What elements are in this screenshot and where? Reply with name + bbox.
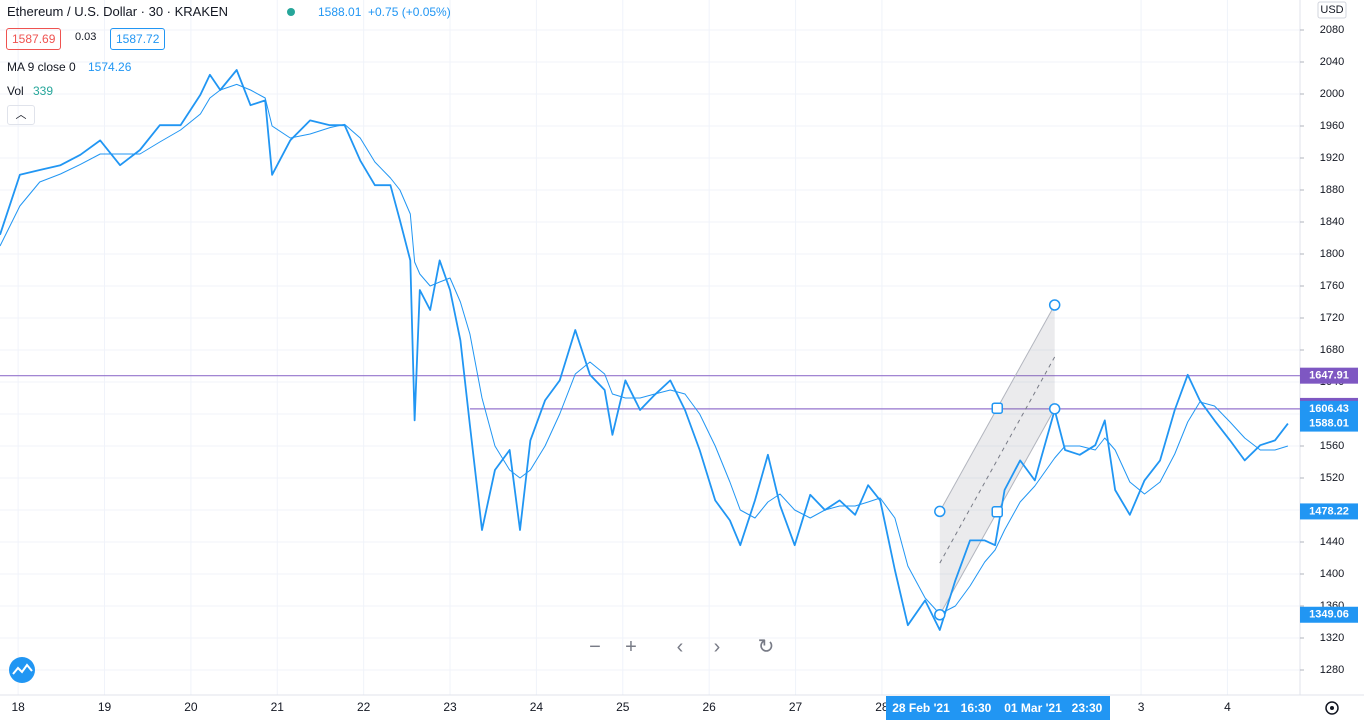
- vol-value: 339: [33, 84, 54, 98]
- y-tick-label: 1960: [1320, 120, 1344, 132]
- y-tick-label: 2040: [1320, 56, 1344, 68]
- channel-handle[interactable]: [1048, 403, 1061, 415]
- reset-chart[interactable]: ↻: [757, 636, 775, 658]
- y-tick-label: 1920: [1320, 152, 1344, 164]
- price-label: 1478.22: [1309, 505, 1349, 517]
- x-tick-label: 22: [357, 700, 371, 714]
- y-tick-label: 1320: [1320, 632, 1344, 644]
- y-tick-label: 1800: [1320, 248, 1344, 260]
- currency: USD: [1320, 4, 1343, 16]
- x-tick-label: 20: [184, 700, 198, 714]
- x-tick-label: 18: [11, 700, 25, 714]
- scroll-left[interactable]: ‹: [676, 636, 684, 658]
- x-tick-label: 23: [443, 700, 457, 714]
- channel-mid-handle[interactable]: [991, 506, 1003, 518]
- y-tick-label: 1280: [1320, 664, 1344, 676]
- price-line: [0, 69, 1289, 631]
- price-axis-bg: [1300, 0, 1364, 723]
- price-label-bg: [1300, 415, 1358, 432]
- zoom-out[interactable]: −: [589, 636, 601, 658]
- spread: 0.03: [75, 31, 97, 43]
- x-tick-label: 25: [616, 700, 630, 714]
- ask[interactable]: 1587.72: [110, 28, 166, 50]
- scroll-right[interactable]: ›: [713, 636, 721, 658]
- price-line: [0, 83, 1289, 615]
- price-label-bg: [1300, 606, 1358, 623]
- y-tick-label: 1880: [1320, 184, 1344, 196]
- y-tick-label: 2080: [1320, 24, 1344, 36]
- x-tick-label: 24: [530, 700, 544, 714]
- price-label-bg: [1300, 367, 1358, 384]
- channel-mid-handle[interactable]: [991, 402, 1003, 414]
- market-status: [287, 8, 295, 16]
- x-tick-label: 4: [1224, 700, 1231, 714]
- crosshair-time-label: 16:30: [961, 701, 992, 715]
- y-tick-label: 1760: [1320, 280, 1344, 292]
- ma-label: MA 9 close 0: [7, 60, 76, 74]
- price-label-bg: [1300, 400, 1358, 417]
- logo[interactable]: [9, 657, 35, 683]
- y-tick-label: 1440: [1320, 536, 1344, 548]
- last-price: 1588.01: [318, 5, 362, 19]
- price-label: 1349.06: [1309, 609, 1349, 621]
- y-tick-label: 2000: [1320, 88, 1344, 100]
- collapse-button[interactable]: ︿: [7, 105, 35, 125]
- price-label: 1588.01: [1309, 417, 1349, 429]
- crosshair-time-bg: [886, 696, 1110, 720]
- y-tick-label: 1720: [1320, 312, 1344, 324]
- symbol-title[interactable]: Ethereum / U.S. Dollar · 30 · KRAKEN: [7, 4, 229, 19]
- x-tick-label: 28: [875, 700, 889, 714]
- x-tick-label: 26: [702, 700, 716, 714]
- channel-handle[interactable]: [934, 505, 946, 518]
- zoom-in[interactable]: +: [625, 636, 637, 658]
- bid[interactable]: 1587.69: [6, 28, 62, 50]
- y-tick-label: 1840: [1320, 216, 1344, 228]
- x-tick-label: 21: [271, 700, 285, 714]
- channel-handle[interactable]: [934, 609, 946, 621]
- channel-handle[interactable]: [1048, 299, 1061, 311]
- x-tick-label: 3: [1138, 700, 1145, 714]
- price-label: 1606.43: [1309, 403, 1349, 415]
- crosshair-time-label: 23:30: [1072, 701, 1103, 715]
- logo-icon: [12, 663, 33, 675]
- y-tick-label: 1680: [1320, 344, 1344, 356]
- x-tick-label: 19: [98, 700, 112, 714]
- settings-icon[interactable]: [1325, 701, 1339, 715]
- y-tick-label: 1400: [1320, 568, 1344, 580]
- channel-fill: [939, 305, 1055, 615]
- price-label: 1647.91: [1309, 370, 1349, 382]
- price-change: +0.75 (+0.05%): [368, 5, 451, 19]
- y-tick-label: 1520: [1320, 472, 1344, 484]
- price-label-bg: [1300, 503, 1358, 520]
- x-tick-label: 27: [789, 700, 803, 714]
- currency-box[interactable]: [1317, 1, 1347, 19]
- ma-value: 1574.26: [88, 60, 132, 74]
- y-tick-label: 1560: [1320, 440, 1344, 452]
- vol-label: Vol: [7, 84, 24, 98]
- settings-icon-center: [1330, 706, 1334, 710]
- crosshair-time-label: 28 Feb '21: [892, 701, 950, 715]
- crosshair-time-label: 01 Mar '21: [1004, 701, 1062, 715]
